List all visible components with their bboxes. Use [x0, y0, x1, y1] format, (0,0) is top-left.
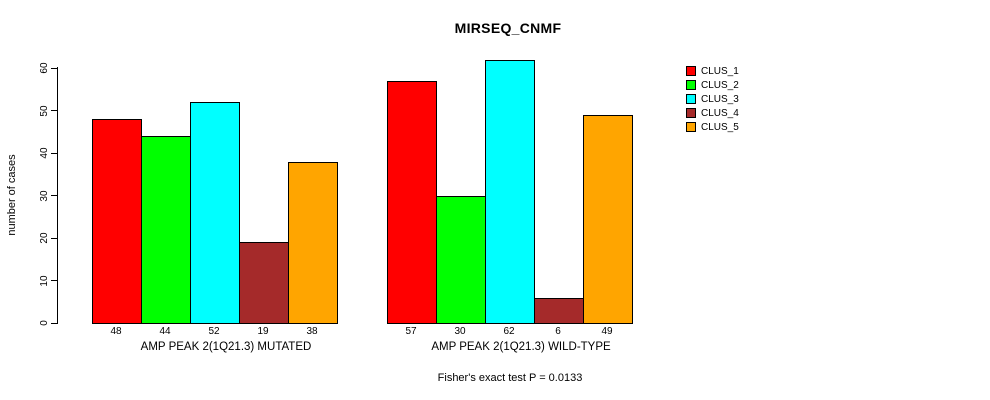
chart-title: MIRSEQ_CNMF — [454, 20, 562, 36]
bar-value-label: 49 — [601, 326, 613, 337]
y-tick-label: 10 — [38, 274, 50, 287]
group-label-1: AMP PEAK 2(1Q21.3) MUTATED — [140, 341, 312, 353]
y-tick-mark — [51, 110, 58, 111]
legend-label: CLUS_3 — [701, 93, 739, 105]
legend-item-clus_2: CLUS_2 — [686, 78, 739, 92]
legend-item-clus_5: CLUS_5 — [686, 120, 739, 134]
bar-value-label: 38 — [306, 326, 318, 337]
bar-value-label: 44 — [159, 326, 171, 337]
y-tick-mark — [51, 67, 58, 69]
bar-clus_4-group1 — [238, 242, 289, 324]
y-tick-label: 60 — [38, 62, 50, 74]
bar-clus_3-group1 — [189, 102, 240, 324]
legend-item-clus_3: CLUS_3 — [686, 92, 739, 106]
bar-value-label: 6 — [555, 326, 561, 337]
legend-item-clus_4: CLUS_4 — [686, 106, 739, 120]
legend-swatch-icon — [686, 80, 696, 90]
y-tick-mark — [51, 152, 58, 154]
y-tick-mark — [51, 280, 58, 281]
y-axis-label: number of cases — [6, 154, 18, 236]
y-tick-label: 30 — [38, 189, 50, 202]
group-label-2: AMP PEAK 2(1Q21.3) WILD-TYPE — [431, 341, 611, 353]
bar-clus_1-group1 — [91, 119, 142, 324]
legend-swatch-icon — [686, 108, 696, 118]
bar-value-label: 19 — [257, 326, 269, 337]
legend-label: CLUS_4 — [701, 107, 739, 119]
bar-value-label: 52 — [208, 326, 220, 337]
bar-clus_3-group2 — [484, 59, 535, 324]
bar-value-label: 62 — [503, 326, 515, 337]
bar-value-label: 48 — [110, 326, 122, 337]
legend-swatch-icon — [686, 66, 696, 76]
bar-value-label: 57 — [405, 326, 417, 337]
legend-label: CLUS_1 — [701, 65, 739, 77]
y-tick-label: 0 — [38, 320, 50, 326]
y-tick-mark — [51, 237, 58, 239]
bar-clus_4-group2 — [533, 297, 584, 324]
bar-value-label: 30 — [454, 326, 466, 337]
bar-clus_5-group2 — [582, 114, 633, 324]
legend-label: CLUS_5 — [701, 121, 739, 133]
y-tick-label: 40 — [38, 147, 50, 159]
fisher-test-note: Fisher's exact test P = 0.0133 — [437, 372, 583, 384]
bar-clus_2-group2 — [435, 195, 486, 324]
bar-clus_2-group1 — [140, 136, 191, 324]
legend: CLUS_1 CLUS_2 CLUS_3 CLUS_4 CLUS_5 — [686, 64, 739, 134]
bar-clus_5-group1 — [287, 161, 338, 324]
legend-item-clus_1: CLUS_1 — [686, 64, 739, 78]
legend-swatch-icon — [686, 94, 696, 104]
y-tick-mark — [51, 322, 58, 324]
legend-label: CLUS_2 — [701, 79, 739, 91]
y-tick-label: 50 — [38, 104, 50, 117]
legend-swatch-icon — [686, 122, 696, 132]
y-tick-mark — [51, 195, 58, 196]
bar-clus_1-group2 — [386, 80, 437, 324]
y-tick-label: 20 — [38, 232, 50, 244]
